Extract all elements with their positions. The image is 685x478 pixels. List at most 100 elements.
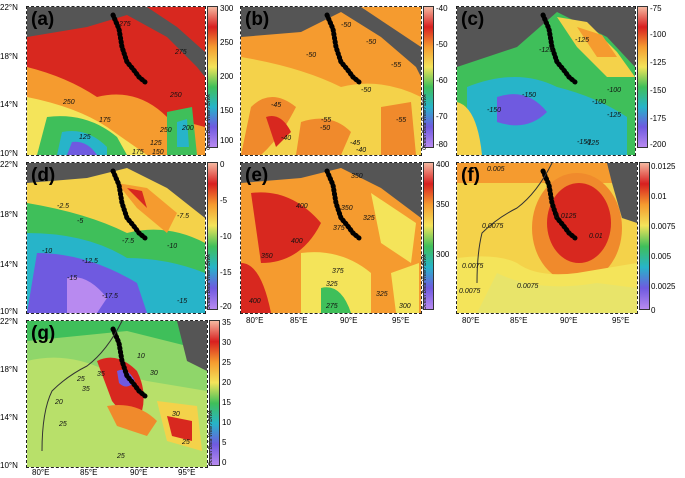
lat-label: 10°N — [0, 461, 18, 470]
contour-label: -12.5 — [82, 258, 98, 265]
lat-label: 22°N — [0, 317, 18, 326]
contour-label: 125 — [150, 140, 162, 147]
contour-label: 325 — [363, 215, 375, 222]
contour-label: 25 — [117, 453, 125, 460]
colorbar-tick: 350 — [436, 200, 450, 209]
contour-label: -2.5 — [57, 203, 70, 210]
contour-label: 275 — [119, 21, 131, 28]
colorbar-tick: 35 — [222, 318, 231, 327]
contour-label: -50 — [361, 87, 372, 94]
colorbar-tick: 10 — [222, 418, 231, 427]
contour-label: -50 — [341, 22, 352, 29]
contour-label: 250 — [160, 127, 172, 134]
map-g-field — [27, 321, 207, 467]
contour-label: 25 — [182, 439, 190, 446]
colorbar-g — [209, 320, 220, 466]
contour-label: 35 — [97, 371, 105, 378]
lat-label: 10°N — [0, 307, 18, 316]
colorbar-e — [423, 162, 434, 310]
map-g: (g) 35 25 35 20 25 25 30 25 10 — [26, 320, 208, 468]
colorbar-tick: -125 — [650, 58, 667, 67]
contour-label: 200 — [182, 125, 194, 132]
panel-label: (f) — [461, 165, 480, 186]
lat-label: 22°N — [0, 160, 18, 169]
contour-label: -50 — [306, 52, 317, 59]
colorbar-tick: -70 — [436, 112, 448, 121]
panel-label: (e) — [245, 165, 269, 186]
lon-label: 85°E — [80, 468, 98, 477]
colorbar-tick: 5 — [222, 438, 227, 447]
contour-label: -15 — [177, 298, 188, 305]
map-b-field — [241, 7, 421, 155]
lon-label: 90°E — [340, 316, 358, 325]
lat-label: 14°N — [0, 413, 18, 422]
map-a-field — [27, 7, 205, 155]
lat-label: 22°N — [0, 3, 18, 12]
contour-label: 0.0075 — [459, 288, 481, 295]
map-f-field — [457, 163, 637, 313]
colorbar-tick: 0 — [222, 458, 227, 467]
colorbar-tick: -200 — [650, 140, 667, 149]
panel-label: (a) — [31, 9, 55, 30]
colorbar-c — [637, 6, 648, 148]
contour-label: 325 — [326, 281, 338, 288]
contour-label: -50 — [366, 39, 377, 46]
contour-label: 35 — [82, 386, 90, 393]
lon-label: 90°E — [130, 468, 148, 477]
colorbar-tick: -60 — [436, 76, 448, 85]
contour-label: 0.005 — [487, 166, 505, 173]
colorbar-tick: -20 — [220, 302, 232, 311]
contour-label: 325 — [376, 291, 388, 298]
panel-label: (c) — [461, 9, 485, 30]
contour-label: 0.01 — [589, 233, 603, 240]
colorbar-tick: -10 — [220, 232, 232, 241]
contour-label: -40 — [356, 147, 367, 154]
colorbar-tick: 0.01 — [651, 192, 667, 201]
contour-label: 350 — [351, 173, 363, 180]
colorbar-tick: -175 — [650, 114, 667, 123]
colorbar-tick: 300 — [436, 250, 450, 259]
map-a: (a) 275 275 250 250 175 125 175 150 200 — [26, 6, 206, 156]
contour-label: -5 — [77, 218, 84, 225]
contour-label: -45 — [350, 140, 361, 147]
odv-watermark: Ocean Data View / DIVA — [208, 410, 214, 466]
contour-label: 275 — [326, 303, 338, 310]
contour-label: -150 — [522, 92, 537, 99]
colorbar-tick: 100 — [220, 136, 234, 145]
contour-label: -100 — [592, 99, 607, 106]
contour-label: 20 — [55, 399, 63, 406]
lat-label: 18°N — [0, 52, 18, 61]
map-d: (d) -2.5 -5 -7.5 -10 -12.5 -15 -17.5 -7.… — [26, 162, 206, 314]
contour-label: 400 — [296, 203, 308, 210]
colorbar-tick: 150 — [220, 106, 234, 115]
contour-label: 150 — [152, 149, 164, 156]
odv-watermark: Ocean Data View / DIVA — [206, 94, 212, 150]
contour-label: 300 — [399, 303, 411, 310]
lat-label: 14°N — [0, 260, 18, 269]
lon-label: 80°E — [246, 316, 264, 325]
contour-label: -150 — [487, 107, 502, 114]
colorbar-tick: -80 — [436, 140, 448, 149]
contour-label: -125 — [539, 47, 554, 54]
contour-label: 30 — [172, 411, 180, 418]
colorbar-tick: 20 — [222, 378, 231, 387]
map-f: (f) 0.005 0.0125 0.01 0.0075 0.0075 0.00… — [456, 162, 638, 314]
map-c: (c) -125 -125 -100 -150 -150 -100 -125 -… — [456, 6, 636, 156]
lon-label: 95°E — [178, 468, 196, 477]
contour-label: 30 — [150, 370, 158, 377]
contour-label: 275 — [175, 49, 187, 56]
lon-label: 95°E — [392, 316, 410, 325]
colorbar-tick: 400 — [436, 160, 450, 169]
colorbar-tick: 0.0075 — [651, 222, 676, 231]
colorbar-tick: 250 — [220, 38, 234, 47]
contour-label: -10 — [167, 243, 178, 250]
colorbar-a — [207, 6, 218, 148]
colorbar-tick: -75 — [650, 4, 662, 13]
contour-label: 0.0075 — [462, 263, 484, 270]
contour-label: 375 — [333, 225, 345, 232]
colorbar-tick: 200 — [220, 72, 234, 81]
contour-label: -10 — [42, 248, 53, 255]
odv-watermark: Ocean Data View / DIVA — [422, 254, 428, 310]
contour-label: -125 — [575, 37, 590, 44]
lat-label: 14°N — [0, 100, 18, 109]
